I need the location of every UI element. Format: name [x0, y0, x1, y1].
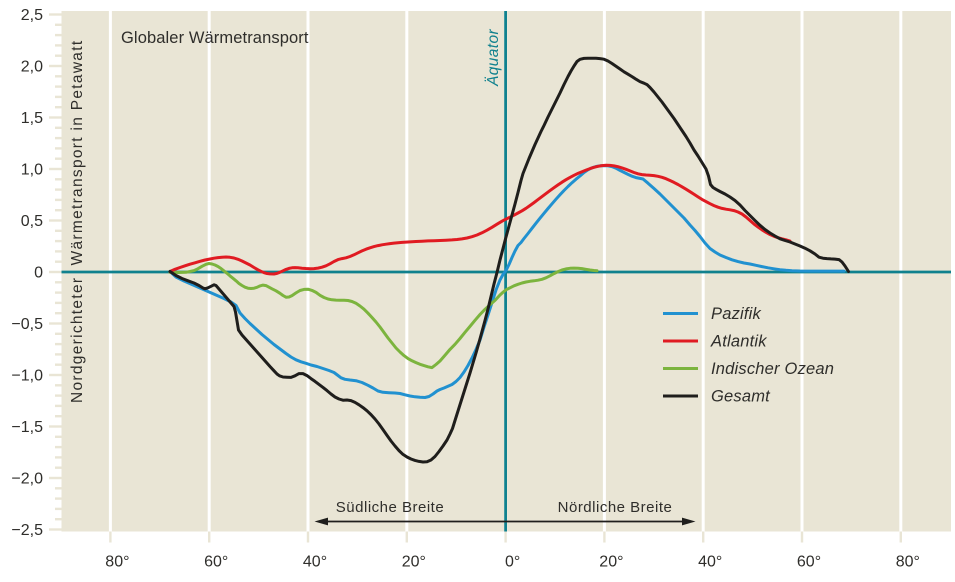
- svg-text:0: 0: [34, 264, 43, 281]
- svg-text:0°: 0°: [505, 554, 520, 571]
- svg-text:Nordgerichteter Wärmetranspor: Nordgerichteter Wärmetransport in Petawa…: [69, 40, 86, 403]
- svg-text:40°: 40°: [303, 554, 327, 571]
- svg-text:Gesamt: Gesamt: [711, 388, 771, 406]
- svg-text:Pazifik: Pazifik: [711, 305, 762, 323]
- svg-text:−2,0: −2,0: [11, 470, 43, 487]
- svg-text:2,0: 2,0: [21, 58, 43, 75]
- svg-text:Südliche Breite: Südliche Breite: [336, 499, 444, 516]
- svg-text:0,5: 0,5: [21, 213, 43, 230]
- svg-text:1,0: 1,0: [21, 161, 43, 178]
- svg-text:−1,0: −1,0: [11, 367, 43, 384]
- svg-text:Atlantik: Atlantik: [710, 333, 767, 351]
- svg-text:2,5: 2,5: [21, 7, 43, 24]
- svg-text:20°: 20°: [402, 554, 426, 571]
- svg-text:80°: 80°: [105, 554, 129, 571]
- svg-text:60°: 60°: [204, 554, 228, 571]
- svg-text:Äquator: Äquator: [485, 28, 502, 87]
- svg-text:−2,5: −2,5: [11, 522, 43, 539]
- svg-text:80°: 80°: [896, 554, 920, 571]
- svg-text:−0,5: −0,5: [11, 316, 43, 333]
- svg-text:20°: 20°: [599, 554, 623, 571]
- svg-text:60°: 60°: [797, 554, 821, 571]
- svg-text:Indischer Ozean: Indischer Ozean: [711, 360, 834, 378]
- svg-text:1,5: 1,5: [21, 110, 43, 127]
- svg-text:−1,5: −1,5: [11, 419, 43, 436]
- svg-text:40°: 40°: [698, 554, 722, 571]
- svg-text:Globaler Wärmetransport: Globaler Wärmetransport: [121, 29, 309, 47]
- svg-text:Nördliche Breite: Nördliche Breite: [558, 499, 673, 516]
